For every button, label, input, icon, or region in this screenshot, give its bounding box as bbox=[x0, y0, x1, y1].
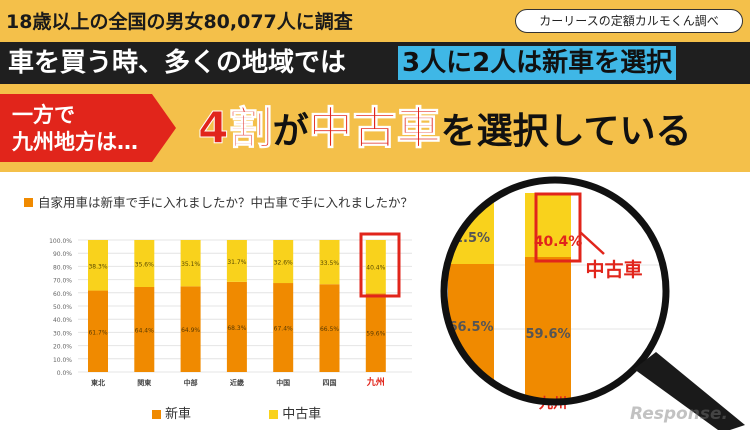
y-tick-label: 40.0% bbox=[53, 317, 72, 324]
y-tick-label: 30.0% bbox=[53, 330, 72, 337]
big-claim-ratio: 4割 bbox=[198, 103, 274, 155]
x-category-label: 近畿 bbox=[230, 378, 244, 387]
lens-right-used-bar bbox=[525, 193, 571, 257]
bar-new bbox=[134, 286, 155, 372]
bar-used bbox=[180, 240, 201, 287]
bar-used bbox=[134, 240, 155, 287]
highlight-box bbox=[359, 232, 401, 298]
data-label-used: 32.6% bbox=[274, 260, 293, 267]
data-label-used: 38.3% bbox=[88, 263, 107, 270]
bar-used bbox=[226, 240, 247, 282]
data-label-used: 33.5% bbox=[320, 260, 339, 267]
headline-bar: 車を買う時、多くの地域では 3人に2人は新車を選択 bbox=[0, 42, 750, 84]
x-category-label: 中部 bbox=[184, 378, 198, 387]
data-label-new: 68.3% bbox=[227, 325, 246, 332]
y-tick-label: 10.0% bbox=[53, 357, 72, 364]
y-tick-label: 0.0% bbox=[57, 370, 73, 377]
chart-question-text: 自家用車は新車で手に入れましたか？中古車で手に入れましたか？ bbox=[38, 195, 414, 210]
bar-new bbox=[226, 281, 247, 372]
y-tick-label: 90.0% bbox=[53, 251, 72, 258]
watermark-logo: Response. bbox=[630, 404, 728, 424]
tag-line-2: 九州地方は… bbox=[12, 130, 138, 154]
question-bullet-icon bbox=[24, 198, 33, 207]
y-tick-label: 50.0% bbox=[53, 304, 72, 311]
bar-new bbox=[180, 286, 201, 372]
data-labels: 61.7% 38.3% 64.4% 35.6% 64.9% 35.1% 68.3% 31.7%… bbox=[88, 259, 385, 338]
data-label-new: 64.4% bbox=[135, 327, 154, 334]
bar-new bbox=[319, 284, 340, 372]
data-label-new: 66.5% bbox=[320, 326, 339, 333]
tag-arrow-shape bbox=[0, 94, 176, 162]
data-label-new: 67.4% bbox=[274, 326, 293, 333]
data-label-new: 64.9% bbox=[181, 327, 200, 334]
lens-left-new-label: 66.5% bbox=[448, 320, 493, 335]
bar-used bbox=[365, 240, 386, 294]
bar-new bbox=[88, 290, 108, 372]
magnifier: 2.5% 66.5% 59.6% 40.4% 中古車 九州 bbox=[440, 176, 745, 430]
y-tick-label: 20.0% bbox=[53, 344, 72, 351]
y-tick-label: 70.0% bbox=[53, 278, 72, 285]
y-axis-ticks: 0.0% 10.0% 20.0% 30.0% 40.0% 50.0% 60.0% 70.0% 8… bbox=[49, 238, 72, 377]
x-category-label: 四国 bbox=[323, 378, 337, 387]
x-category-label: 中国 bbox=[276, 378, 290, 387]
data-label-used: 35.6% bbox=[135, 261, 154, 268]
lens-right-used-label: 40.4% bbox=[534, 234, 583, 250]
y-tick-label: 80.0% bbox=[53, 264, 72, 271]
data-label-used: 35.1% bbox=[181, 261, 200, 268]
bar-used bbox=[273, 240, 294, 284]
headline-text: 車を買う時、多くの地域では bbox=[8, 48, 347, 78]
data-label-new: 61.7% bbox=[88, 329, 107, 336]
x-axis-categories: 東北 関東 中部 近畿 中国 四国 九州 bbox=[91, 376, 385, 388]
survey-caption: 18歳以上の全国の男女80,077人に調査 bbox=[6, 11, 353, 33]
kyushu-tag bbox=[0, 94, 176, 162]
legend-used-label: 中古車 bbox=[282, 407, 322, 422]
data-label-used: 31.7% bbox=[227, 259, 246, 266]
big-claim-used-car: 中古車 bbox=[308, 103, 441, 155]
lens-right-new-label: 59.6% bbox=[525, 327, 570, 342]
x-category-label: 東北 bbox=[91, 378, 105, 387]
lens-right-new-bar bbox=[525, 257, 571, 402]
y-tick-label: 60.0% bbox=[53, 291, 72, 298]
legend-new-label: 新車 bbox=[165, 407, 192, 422]
legend-new-swatch-icon bbox=[152, 410, 161, 419]
bar-new bbox=[365, 293, 386, 372]
lens-callout-label: 中古車 bbox=[585, 258, 642, 281]
bar-used bbox=[88, 240, 108, 291]
data-label-new: 59.6% bbox=[366, 331, 385, 338]
headline-highlight: 3人に2人は新車を選択 bbox=[398, 46, 677, 80]
chart-question: 自家用車は新車で手に入れましたか？中古車で手に入れましたか？ bbox=[24, 192, 413, 211]
callout-line bbox=[579, 231, 605, 255]
x-category-label: 九州 bbox=[366, 376, 385, 388]
bars bbox=[88, 240, 386, 372]
source-badge: カーリースの定額カルモくん調べ bbox=[515, 9, 743, 33]
lens-highlight-box bbox=[534, 192, 582, 263]
x-category-label: 関東 bbox=[137, 378, 152, 387]
magnifier-handle bbox=[634, 352, 745, 430]
tag-line-1: 一方で bbox=[12, 103, 75, 127]
big-claim: 4割が中古車を選択している bbox=[198, 92, 692, 164]
y-tick-label: 100.0% bbox=[49, 238, 72, 245]
data-label-used: 40.4% bbox=[366, 265, 385, 272]
bar-new bbox=[273, 283, 294, 372]
big-claim-rest: を選択している bbox=[440, 111, 692, 152]
title-banner: 18歳以上の全国の男女80,077人に調査 カーリースの定額カルモくん調べ 車を… bbox=[0, 0, 750, 172]
chart-legend: 新車 中古車 bbox=[152, 403, 321, 422]
lens-rim bbox=[440, 176, 670, 406]
stacked-bar-chart: 0.0% 10.0% 20.0% 30.0% 40.0% 50.0% 60.0% 70.0% 8… bbox=[49, 176, 745, 430]
big-claim-particle: が bbox=[272, 111, 309, 152]
legend-used-swatch-icon bbox=[269, 410, 279, 419]
bar-used bbox=[319, 240, 340, 285]
